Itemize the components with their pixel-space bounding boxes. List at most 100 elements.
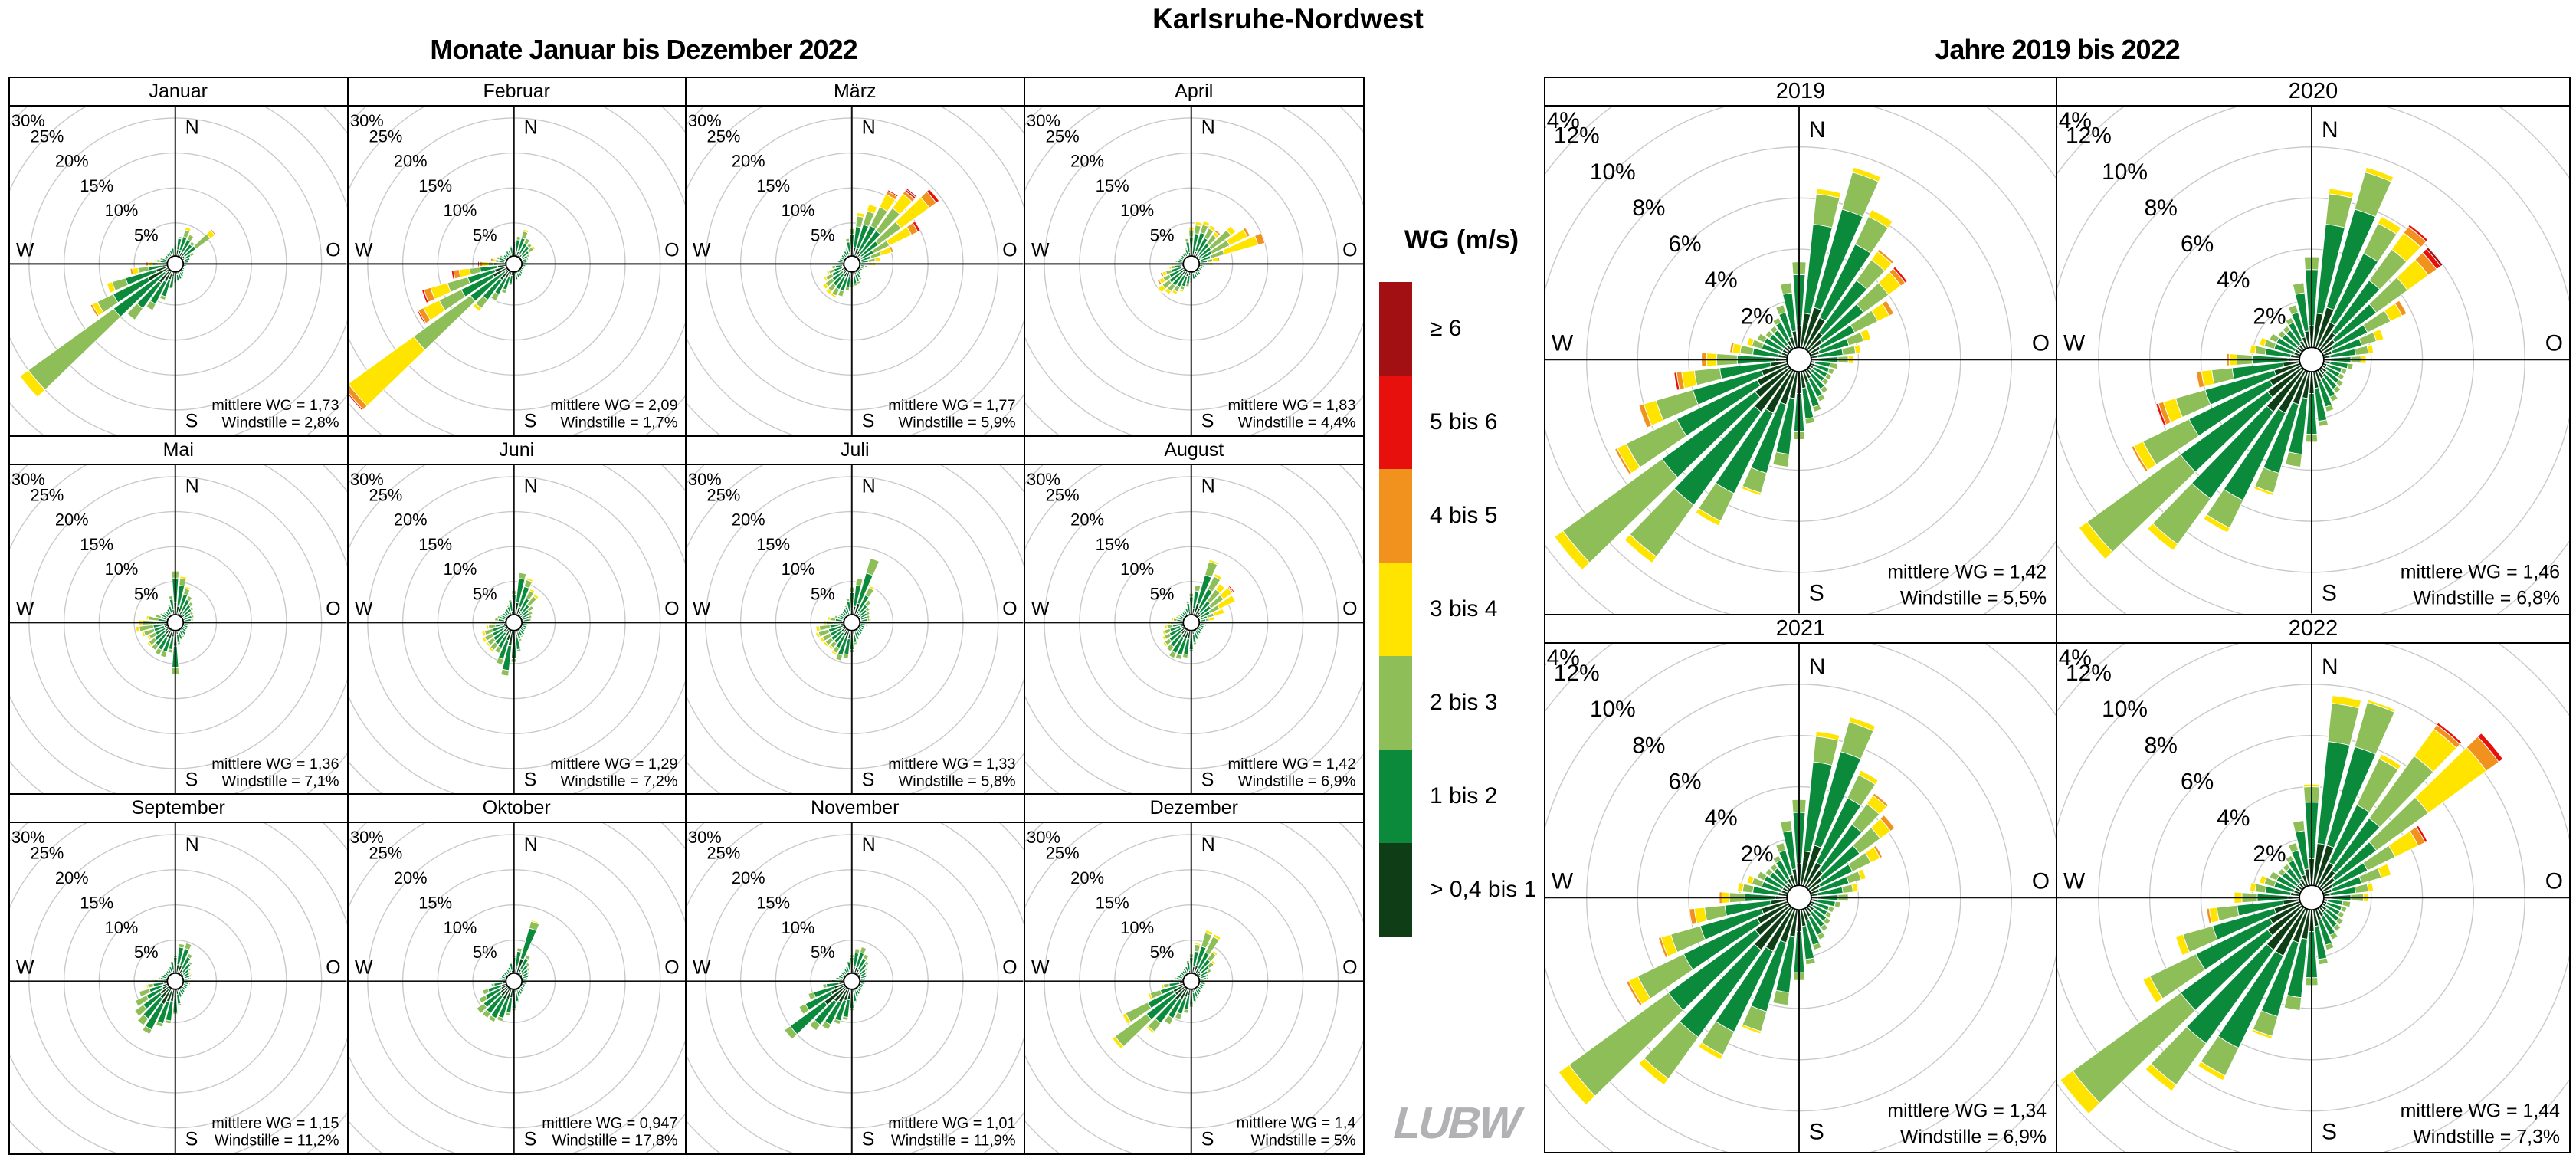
compass-label-o: O [1002, 599, 1017, 619]
rose-title: August [1024, 437, 1363, 465]
legend-label-6: 1 bis 2 [1430, 783, 1498, 809]
ring-label-5: 5% [811, 943, 835, 963]
ring-label-4: 4% [2217, 267, 2250, 293]
rose-title: Februar [348, 78, 685, 107]
ring-label-14: 14% [2057, 645, 2092, 670]
compass-label-n: N [1201, 834, 1214, 855]
ring-label-15: 15% [418, 176, 452, 195]
ring-label-5: 5% [134, 584, 159, 603]
compass-label-o: O [326, 957, 340, 979]
ring-label-15: 15% [80, 894, 113, 913]
compass-label-w: W [354, 957, 372, 979]
mean-wind-speed-stat: mittlere WG = 1,73 [211, 397, 339, 414]
compass-label-o: O [326, 240, 340, 261]
ring-label-10: 10% [1120, 201, 1154, 220]
compass-label-w: W [16, 957, 34, 979]
calm-percent-stat: Windstille = 5,9% [899, 415, 1016, 431]
compass-label-s: S [862, 769, 875, 790]
ring-label-8: 8% [2145, 733, 2178, 758]
compass-label-o: O [1002, 957, 1017, 979]
compass-label-n: N [523, 118, 537, 139]
compass-label-s: S [1201, 411, 1214, 432]
calm-percent-stat: Windstille = 7,3% [2413, 1126, 2560, 1147]
ring-label-20: 20% [55, 510, 89, 529]
compass-label-n: N [523, 834, 537, 855]
compass-label-w: W [16, 240, 34, 261]
ring-label-25: 25% [31, 485, 64, 504]
ring-label-15: 15% [418, 894, 452, 913]
calm-percent-stat: Windstille = 2,8% [222, 415, 339, 431]
calm-percent-stat: Windstille = 5% [1250, 1133, 1355, 1150]
ring-label-15: 15% [756, 535, 790, 554]
ring-label-2: 2% [1741, 303, 1774, 329]
mean-wind-speed-stat: mittlere WG = 1,77 [888, 397, 1015, 414]
calm-percent-stat: Windstille = 4,4% [1237, 415, 1355, 431]
compass-label-n: N [1201, 117, 1214, 139]
compass-label-s: S [2322, 581, 2337, 606]
ring-label-30: 30% [11, 111, 45, 130]
ring-label-12: 12% [2066, 660, 2112, 685]
compass-label-o: O [664, 957, 679, 979]
ring-label-20: 20% [393, 152, 427, 171]
compass-label-o: O [1002, 240, 1017, 261]
compass-label-w: W [1552, 330, 1574, 356]
ring-label-8: 8% [1632, 733, 1665, 758]
legend-label-4: 3 bis 4 [1430, 596, 1498, 622]
compass-label-w: W [16, 599, 34, 619]
compass-label-s: S [1201, 1129, 1214, 1150]
rose-title: Januar [10, 78, 347, 107]
ring-label-30: 30% [11, 828, 45, 847]
ring-label-4: 4% [2217, 805, 2250, 830]
calm-percent-stat: Windstille = 11,9% [891, 1133, 1016, 1150]
compass-label-s: S [523, 1129, 536, 1150]
ring-label-5: 5% [1149, 225, 1174, 244]
ring-label-25: 25% [1045, 126, 1079, 146]
rose-title: April [1024, 78, 1363, 107]
compass-label-w: W [693, 599, 711, 619]
legend-swatch-3 [1379, 469, 1412, 563]
ring-label-14: 14% [1545, 645, 1580, 670]
ring-label-10: 10% [1590, 697, 1636, 722]
rose-title: Dezember [1024, 795, 1363, 824]
ring-label-10: 10% [782, 559, 815, 579]
rose-title: 2020 [2057, 78, 2569, 107]
ring-label-25: 25% [707, 844, 741, 863]
ring-label-15: 15% [80, 535, 113, 554]
legend-swatch-4 [1379, 563, 1412, 656]
page-title: Karlsruhe-Nordwest [1152, 3, 1424, 34]
mean-wind-speed-stat: mittlere WG = 1,42 [1227, 756, 1355, 773]
ring-label-30: 30% [11, 469, 45, 488]
ring-label-4: 4% [1705, 805, 1738, 830]
ring-label-10: 10% [443, 559, 477, 579]
ring-label-5: 5% [472, 943, 497, 963]
compass-label-w: W [1031, 957, 1049, 979]
compass-label-s: S [185, 1129, 198, 1150]
ring-label-30: 30% [1026, 111, 1060, 130]
